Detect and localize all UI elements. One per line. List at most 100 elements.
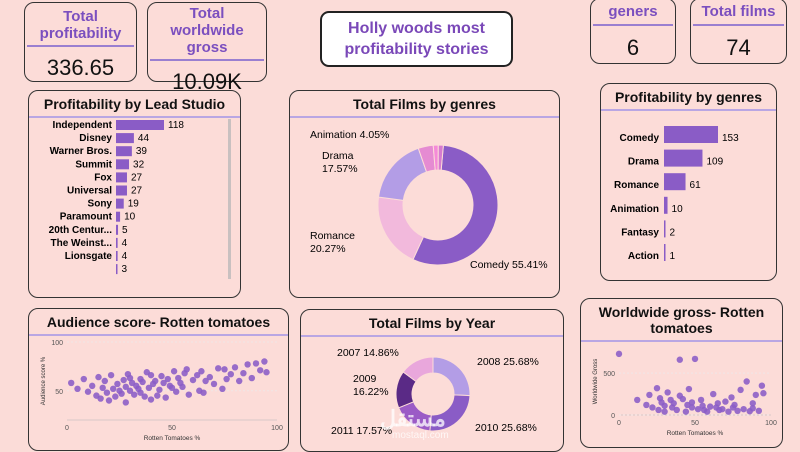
bar — [116, 211, 121, 222]
scatter-point — [752, 391, 759, 399]
gross-scatter-chart: 0 500 0 50 100 Rotten Tomatoes % Worldwide Gro… — [593, 350, 777, 437]
panel-divider — [581, 340, 782, 342]
scatter-point — [183, 366, 190, 373]
scatter-point — [145, 384, 153, 392]
scatter-point — [749, 405, 756, 412]
scatter-point — [743, 378, 750, 385]
panel-title: Profitability by genres — [614, 89, 763, 105]
scatter-point — [156, 386, 163, 393]
bar-value-label: 61 — [690, 180, 702, 191]
kpi-total-worldwide-gross: Total worldwide gross 10.09K — [147, 2, 267, 94]
donut-slice-label: 2011 17.57% — [331, 425, 392, 437]
donut-slice-label: Romance 20.27% — [310, 230, 355, 255]
x-tick-label: 50 — [168, 425, 176, 432]
bar-value-label: 153 — [722, 133, 739, 144]
watermark-logo: مستقل — [380, 406, 446, 431]
scatter-point — [691, 355, 699, 363]
bar — [664, 196, 668, 214]
genre-donut-chart: Comedy 55.41% Romance 20.27% Drama 17.57% Ani… — [310, 129, 548, 271]
bar — [664, 173, 686, 191]
scatter-point — [147, 396, 155, 403]
scatter-point — [103, 389, 111, 396]
scatter-point — [670, 400, 677, 407]
bar-value-label: 4 — [122, 238, 128, 249]
bar-category-label: Fantasy — [621, 227, 659, 238]
scatter-point — [649, 404, 656, 411]
bar-category-label: Fox — [94, 172, 112, 183]
scatter-point — [101, 377, 109, 385]
bar-value-label: 27 — [131, 172, 143, 183]
scatter-point — [703, 408, 711, 415]
kpi-label: Total films — [701, 3, 776, 20]
scatter-point — [158, 372, 165, 380]
scatter-point — [107, 371, 115, 379]
x-tick-label: 0 — [65, 425, 69, 432]
scatter-point — [615, 350, 623, 358]
donut-slice — [377, 196, 425, 261]
bar-value-label: 44 — [138, 133, 150, 144]
scatter-point — [185, 391, 192, 398]
scatter-point — [749, 400, 756, 407]
scatter-point — [653, 385, 661, 392]
scatter-point — [95, 373, 102, 381]
scrollbar-track — [228, 119, 231, 279]
scatter-point — [661, 408, 668, 415]
bar-value-label: 19 — [128, 199, 140, 210]
scatter-point — [126, 374, 134, 382]
donut-slice — [432, 356, 471, 397]
bar — [116, 133, 134, 144]
panel-genre-profit: Profitability by genres Comedy 153 Drama 10… — [600, 83, 777, 281]
year-donut-chart: 2008 25.68% 2010 25.68% 2011 17.57% 2009 16.… — [331, 347, 539, 437]
y-axis-title: Audience score % — [41, 356, 47, 405]
kpi-value: 6 — [626, 35, 640, 60]
scatter-point — [731, 401, 738, 409]
scatter-point — [122, 383, 129, 391]
panel-divider — [301, 335, 563, 337]
panel-studio: Profitability by Lead Studio Independent… — [28, 90, 241, 298]
panel-title: Worldwide gross- Rotten tomatoes — [598, 304, 765, 336]
kpi-total-films: Total films 74 — [690, 0, 787, 64]
scatter-point — [257, 367, 264, 374]
scatter-point — [189, 376, 197, 384]
bar-category-label: Sony — [88, 199, 113, 210]
donut-slice-label: Comedy 55.41% — [470, 259, 548, 271]
scatter-point — [734, 407, 741, 415]
panel-divider — [290, 116, 559, 118]
scatter-point — [215, 365, 222, 372]
bar-category-label: Disney — [79, 133, 112, 144]
y-tick-label: 0 — [611, 413, 615, 420]
scatter-point — [240, 370, 247, 377]
genre-bar-chart: Comedy 153 Drama 109 Romance 61 Animation 10 Fan… — [610, 126, 739, 262]
scatter-point — [122, 399, 129, 406]
kpi-divider — [693, 24, 784, 26]
y-tick-label: 500 — [603, 371, 615, 378]
panel-audience-scatter: Audience score- Rotten tomatoes 50 100 0 50… — [28, 308, 289, 451]
scatter-point — [685, 385, 693, 393]
bar — [116, 198, 124, 209]
kpi-genres: geners 6 — [590, 0, 676, 64]
kpi-label: Total profitability — [39, 8, 122, 42]
kpi-divider — [27, 45, 134, 47]
donut-slice — [377, 147, 428, 201]
bar — [116, 146, 132, 157]
donut-slice — [402, 356, 434, 383]
scatter-point — [664, 389, 671, 396]
panel-title: Total Films by Year — [368, 315, 496, 331]
scatter-point — [120, 376, 127, 384]
x-tick-label: 100 — [765, 420, 777, 427]
scatter-point — [728, 394, 735, 401]
scatter-point — [179, 383, 186, 391]
bar-category-label: Warner Bros. — [50, 146, 113, 157]
panel-year-films: Total Films by Year 2008 25.68% 2010 25.6… — [300, 309, 564, 452]
scatter-point — [688, 404, 696, 411]
bar — [116, 159, 130, 170]
y-tick-label: 100 — [51, 340, 63, 347]
scatter-point — [707, 403, 714, 410]
scatter-point — [137, 389, 144, 396]
scatter-point — [74, 385, 81, 392]
scatter-point — [206, 373, 213, 381]
scatter-point — [223, 375, 230, 383]
scatter-point — [679, 395, 687, 403]
bar-category-label: The Weinst... — [51, 238, 113, 249]
